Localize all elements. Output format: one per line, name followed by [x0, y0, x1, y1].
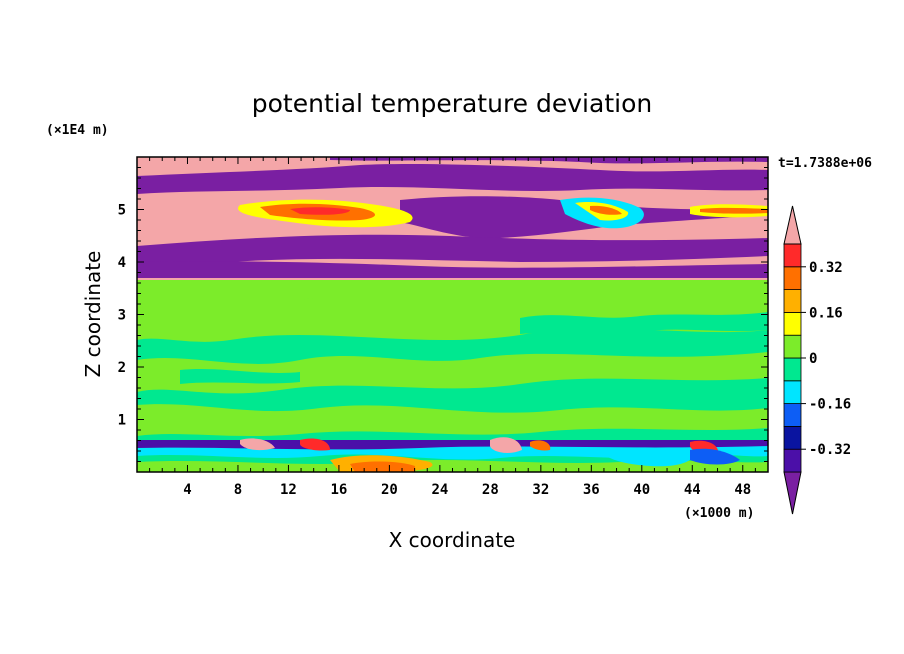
- x-tick-label: 40: [633, 482, 650, 498]
- y-axis-ticks: 1 2 3 4 5: [118, 167, 768, 462]
- y-tick-label: 5: [118, 203, 126, 219]
- x-tick-label: 16: [330, 482, 347, 498]
- x-tick-label: 36: [583, 482, 600, 498]
- colorbar-swatch: [783, 425, 802, 450]
- colorbar-swatch: [783, 243, 802, 268]
- colorbar-swatch: [783, 448, 802, 473]
- y-tick-label: 1: [118, 413, 126, 429]
- colorbar-swatch: [783, 380, 802, 404]
- colorbar-high-triangle: [783, 205, 802, 245]
- x-units-label: (×1000 m): [684, 506, 754, 521]
- x-tick-label: 24: [431, 482, 448, 498]
- colorbar-tick-label: -0.32: [809, 442, 851, 458]
- colorbar-tick-label: 0.32: [809, 260, 843, 276]
- x-tick-label: 12: [280, 482, 297, 498]
- contour-field: [137, 157, 768, 472]
- colorbar: 0.32 0.16 0 -0.16 -0.32: [783, 205, 851, 515]
- y-axis-label: Z coordinate: [81, 251, 105, 378]
- x-tick-label: 8: [234, 482, 242, 498]
- x-tick-label: 48: [734, 482, 751, 498]
- colorbar-swatch: [783, 334, 802, 359]
- x-tick-label: 4: [183, 482, 191, 498]
- colorbar-tick-label: 0: [809, 351, 817, 367]
- y-tick-label: 3: [118, 308, 126, 324]
- colorbar-swatch: [783, 266, 802, 290]
- colorbar-tick-label: -0.16: [809, 397, 851, 413]
- x-axis-label: X coordinate: [389, 528, 516, 552]
- y-tick-label: 2: [118, 360, 126, 376]
- x-tick-label: 44: [684, 482, 701, 498]
- colorbar-swatch: [783, 357, 802, 382]
- x-tick-label: 28: [482, 482, 499, 498]
- y-tick-label: 4: [118, 255, 126, 271]
- colorbar-swatch: [783, 403, 802, 427]
- colorbar-tick-label: 0.16: [809, 305, 843, 321]
- time-label: t=1.7388e+06: [778, 156, 872, 171]
- x-tick-label: 32: [532, 482, 549, 498]
- x-tick-label: 20: [381, 482, 398, 498]
- chart-title: potential temperature deviation: [252, 89, 652, 118]
- colorbar-swatch: [783, 289, 802, 313]
- colorbar-low-triangle: [783, 471, 802, 515]
- colorbar-swatch: [783, 311, 802, 336]
- y-units-label: (×1E4 m): [46, 123, 109, 138]
- x-axis-ticks: 4 8 12 16 20 24 28 32 36 40 44 48: [149, 157, 756, 498]
